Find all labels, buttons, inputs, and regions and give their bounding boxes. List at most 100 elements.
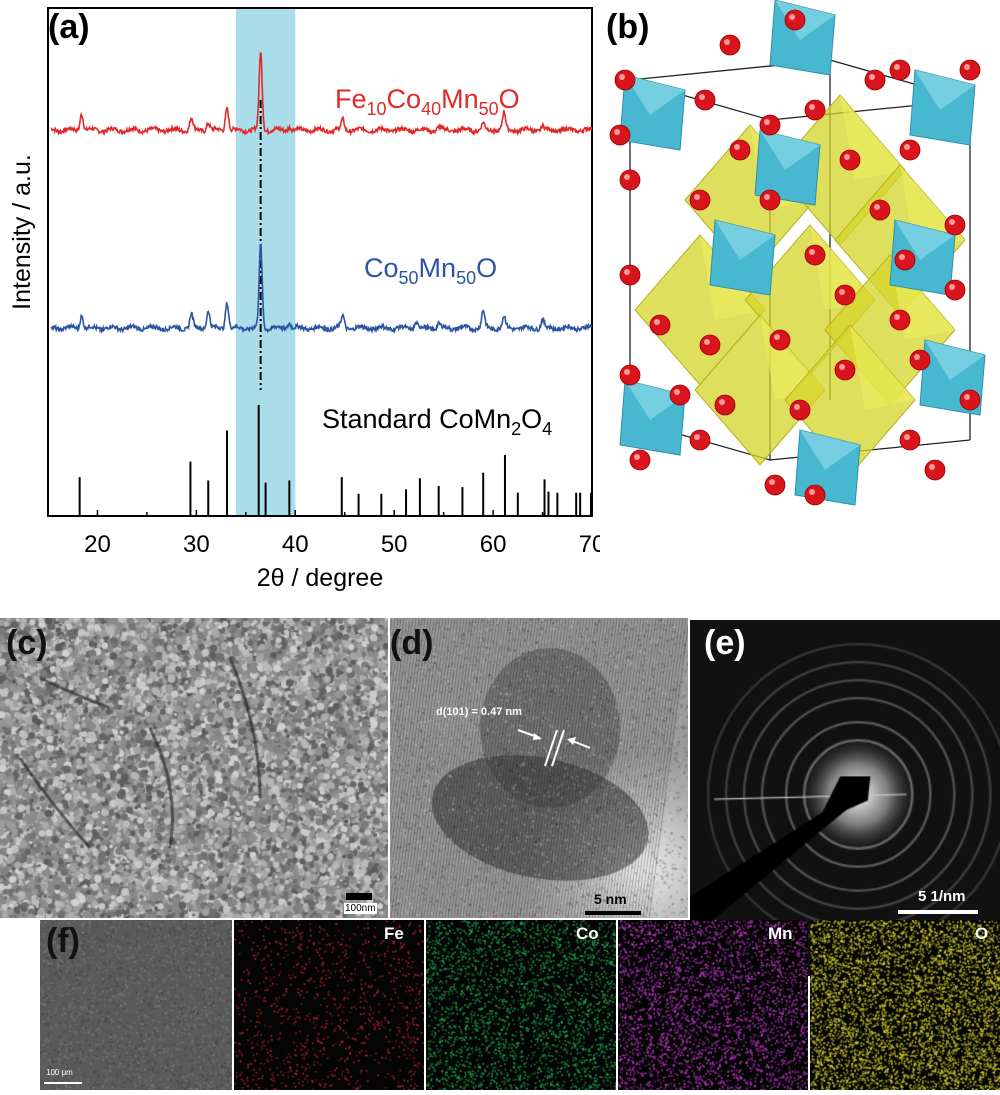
oxygen-atom xyxy=(944,279,966,301)
x-tick-label: 60 xyxy=(480,531,507,558)
x-tick-label: 70 xyxy=(579,531,600,558)
oxygen-atom-highlight xyxy=(634,454,640,460)
eds-map-fe xyxy=(234,920,424,1090)
scale-bar-label-d: 5 nm xyxy=(594,891,627,907)
oxygen-atom-highlight xyxy=(724,39,730,45)
scale-bar-e xyxy=(898,910,978,914)
oxygen-atom xyxy=(629,449,651,471)
oxygen-atom xyxy=(699,334,721,356)
panel-label-d: (d) xyxy=(390,624,434,662)
oxygen-atom-highlight xyxy=(614,129,620,135)
oxygen-atom-highlight xyxy=(809,249,815,255)
oxygen-atom-highlight xyxy=(764,194,770,200)
scale-bar-label-f: 100 μm xyxy=(46,1068,73,1077)
oxygen-atom xyxy=(834,359,856,381)
tetrahedron-face xyxy=(760,130,820,170)
x-axis-label: 2θ / degree xyxy=(257,564,384,592)
hrtem-image xyxy=(390,618,688,918)
x-tick-label: 40 xyxy=(282,531,309,558)
oxygen-atom xyxy=(619,264,641,286)
oxygen-atom xyxy=(789,399,811,421)
oxygen-atom-highlight xyxy=(789,14,795,20)
oxygen-atom xyxy=(784,9,806,31)
oxygen-atom-highlight xyxy=(809,104,815,110)
oxygen-atom xyxy=(889,309,911,331)
eds-sem-image xyxy=(40,920,232,1090)
oxygen-atom-highlight xyxy=(844,154,850,160)
oxygen-atom xyxy=(909,349,931,371)
oxygen-atom xyxy=(669,384,691,406)
tetrahedron-face xyxy=(895,220,955,260)
oxygen-atom xyxy=(609,124,631,146)
tetrahedron-face xyxy=(925,340,985,380)
oxygen-atom xyxy=(899,139,921,161)
oxygen-atom xyxy=(719,34,741,56)
octahedron-face xyxy=(810,225,875,310)
series-label-standard-comn2o4: Standard CoMn2O4 xyxy=(322,404,552,439)
oxygen-atom xyxy=(769,329,791,351)
oxygen-atom xyxy=(834,284,856,306)
oxygen-atom-highlight xyxy=(964,64,970,70)
oxygen-atom-highlight xyxy=(839,289,845,295)
plot-frame xyxy=(47,7,593,517)
x-tick-label: 50 xyxy=(381,531,408,558)
oxygen-atom xyxy=(804,484,826,506)
oxygen-atom-highlight xyxy=(704,339,710,345)
oxygen-atom xyxy=(619,364,641,386)
oxygen-atom xyxy=(759,114,781,136)
oxygen-atom-highlight xyxy=(809,489,815,495)
oxygen-atom xyxy=(894,249,916,271)
oxygen-atom xyxy=(689,429,711,451)
oxygen-atom-highlight xyxy=(624,369,630,375)
tetrahedron-face xyxy=(715,220,775,260)
panel-label-c: (c) xyxy=(6,624,48,662)
oxygen-atom-highlight xyxy=(624,269,630,275)
series-label-co50mn50o: Co50Mn50O xyxy=(364,253,497,288)
eds-map-label-co: Co xyxy=(576,924,599,943)
crystal-structure-image xyxy=(609,0,986,506)
oxygen-atom-highlight xyxy=(899,254,905,260)
oxygen-atom-highlight xyxy=(674,389,680,395)
oxygen-atom-highlight xyxy=(869,74,875,80)
oxygen-atom xyxy=(959,59,981,81)
oxygen-atom xyxy=(759,189,781,211)
oxygen-atom xyxy=(619,169,641,191)
oxygen-atom-highlight xyxy=(949,284,955,290)
oxygen-atom-highlight xyxy=(914,354,920,360)
oxygen-atom-highlight xyxy=(734,144,740,150)
oxygen-atom-highlight xyxy=(904,434,910,440)
scale-bar-d xyxy=(585,911,641,915)
lattice-spacing-label: d(101) = 0.47 nm xyxy=(436,706,522,718)
oxygen-atom-highlight xyxy=(794,404,800,410)
series-label-fe10co40mn50o: Fe10Co40Mn50O xyxy=(335,84,520,119)
oxygen-atom-highlight xyxy=(619,74,625,80)
eds-map-co xyxy=(426,920,616,1090)
oxygen-atom xyxy=(614,69,636,91)
oxygen-atom-highlight xyxy=(894,64,900,70)
oxygen-atom xyxy=(649,314,671,336)
xrd-pattern-fe10co40mn50o xyxy=(50,52,593,137)
tetrahedron-face xyxy=(800,430,860,470)
oxygen-atom xyxy=(804,244,826,266)
oxygen-atom-highlight xyxy=(764,119,770,125)
panel-label-e: (e) xyxy=(704,624,746,662)
oxygen-atom-highlight xyxy=(769,479,775,485)
oxygen-atom-highlight xyxy=(719,399,725,405)
oxygen-atom-highlight xyxy=(929,464,935,470)
oxygen-atom-highlight xyxy=(904,144,910,150)
tetrahedron-face xyxy=(625,380,685,420)
scale-bar-f xyxy=(44,1082,82,1084)
panel-label-f: (f) xyxy=(46,922,80,960)
oxygen-atom xyxy=(689,189,711,211)
eds-map-o xyxy=(810,920,1000,1090)
oxygen-atom-highlight xyxy=(694,194,700,200)
oxygen-atom xyxy=(839,149,861,171)
sem-image xyxy=(0,618,388,918)
oxygen-atom xyxy=(694,89,716,111)
oxygen-atom-highlight xyxy=(699,94,705,100)
xrd-pattern-co50mn50o xyxy=(50,243,593,335)
highlight-band xyxy=(235,8,296,516)
oxygen-atom-highlight xyxy=(694,434,700,440)
tetrahedron-face xyxy=(625,75,685,115)
